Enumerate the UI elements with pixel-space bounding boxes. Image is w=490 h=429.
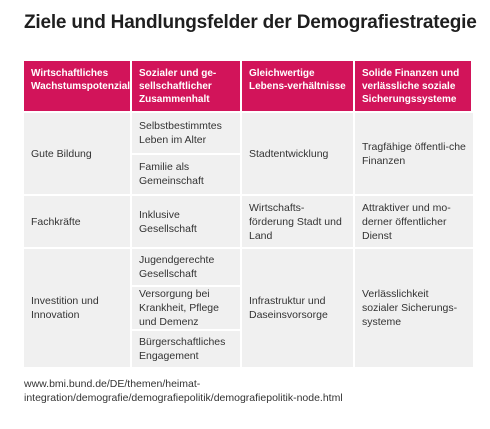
- table-cell: Verlässlichkeit sozialer Sicherungs-syst…: [355, 247, 473, 367]
- table-cell: Jugendgerechte Gesellschaft: [132, 249, 240, 285]
- table-cell: Inklusive Gesellschaft: [132, 196, 240, 247]
- table-cell-group: Jugendgerechte Gesellschaft Versorgung b…: [132, 247, 242, 367]
- header-cell-3: Gleichwertige Lebens-verhältnisse: [242, 61, 355, 111]
- table-cell: Wirtschafts-förderung Stadt und Land: [242, 194, 355, 247]
- strategy-table: Wirtschaftliches Wachstumspotenzial Sozi…: [24, 61, 473, 367]
- table-cell: Infrastruktur und Daseinsvorsorge: [242, 247, 355, 367]
- table-cell: Stadtentwicklung: [242, 111, 355, 194]
- table-cell: Investition und Innovation: [24, 247, 132, 367]
- source-link[interactable]: www.bmi.bund.de/DE/themen/heimat-integra…: [24, 378, 343, 404]
- table-cell: Familie als Gemeinschaft: [132, 152, 240, 194]
- table-cell-group: Inklusive Gesellschaft: [132, 194, 242, 247]
- header-cell-4: Solide Finanzen und verlässliche soziale…: [355, 61, 473, 111]
- table-cell: Gute Bildung: [24, 111, 132, 194]
- table-cell: Selbstbestimmtes Leben im Alter: [132, 113, 240, 153]
- header-cell-2: Sozialer und ge-sellschaftlicher Zusamme…: [132, 61, 242, 111]
- table-cell: Attraktiver und mo-derner öffentlicher D…: [355, 194, 473, 247]
- table-cell: Versorgung bei Krankheit, Pflege und Dem…: [132, 285, 240, 329]
- page-title: Ziele und Handlungsfelder der Demografie…: [24, 12, 477, 33]
- table-cell-group: Selbstbestimmtes Leben im Alter Familie …: [132, 111, 242, 194]
- table-cell: Tragfähige öffentli-che Finanzen: [355, 111, 473, 194]
- table-cell: Fachkräfte: [24, 194, 132, 247]
- header-cell-1: Wirtschaftliches Wachstumspotenzial: [24, 61, 132, 111]
- table-cell: Bürgerschaftliches Engagement: [132, 329, 240, 367]
